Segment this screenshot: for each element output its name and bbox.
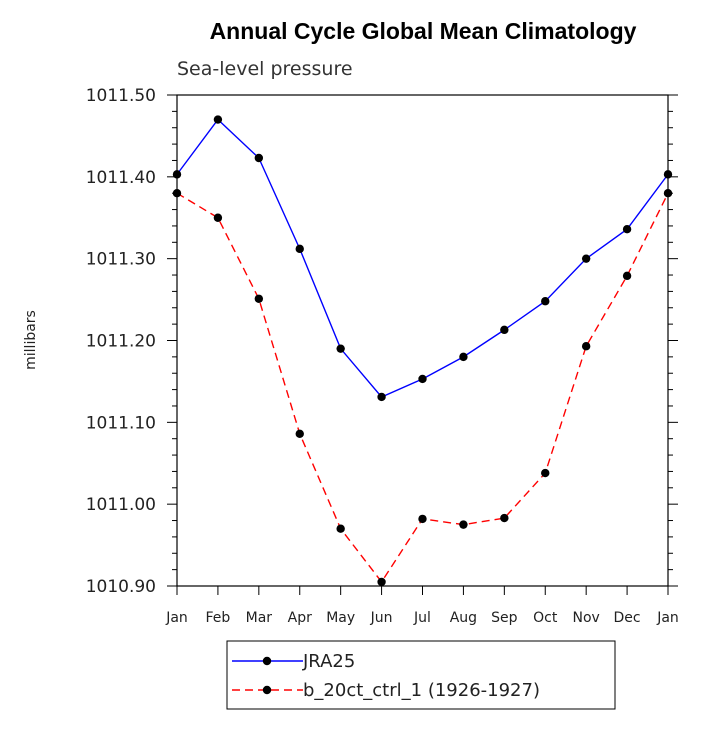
series-2 [172, 189, 673, 587]
x-tick-label: Sep [491, 610, 518, 626]
data-point [213, 213, 223, 222]
data-point [459, 352, 468, 362]
x-tick-label: Dec [614, 610, 641, 626]
legend-label: b_20ct_ctrl_1 (1926-1927) [303, 680, 540, 701]
data-point [336, 344, 345, 353]
data-point [459, 520, 468, 529]
data-point [541, 468, 550, 478]
y-tick-label: 1011.10 [86, 413, 156, 433]
y-tick-label: 1011.20 [86, 332, 156, 352]
ticks-layer: 1010.90 1011.00 1011.10 1011.20 1011.30 1011.… [86, 86, 679, 626]
data-point [581, 254, 591, 263]
data-point [622, 225, 632, 234]
data-point [213, 115, 223, 124]
x-tick-label: Feb [206, 610, 231, 626]
legend-box [226, 640, 616, 710]
data-point [295, 429, 304, 438]
legend: JRA25 b_20ct_ctrl_1 (1926-1927) [226, 640, 616, 710]
x-tick-label: Mar [246, 610, 273, 626]
series-line [176, 192, 669, 584]
x-tick-label: Oct [533, 610, 558, 626]
data-point [541, 297, 550, 306]
data-point [377, 577, 386, 587]
series-line [176, 118, 669, 398]
x-tick-label: Jul [413, 610, 431, 626]
data-point [172, 170, 182, 179]
data-point [500, 513, 509, 523]
legend-marker [262, 685, 272, 695]
plot-frame [176, 94, 669, 587]
data-point [172, 189, 182, 198]
x-tick-label: Jan [165, 610, 188, 626]
y-axis-label: millibars [23, 310, 39, 370]
x-tick-label: May [326, 610, 355, 626]
y-tick-label: 1011.00 [86, 495, 156, 515]
series-layer [172, 115, 673, 587]
data-point [336, 524, 345, 533]
y-tick-label: 1010.90 [86, 577, 156, 597]
data-point [581, 342, 591, 351]
chart-title: Annual Cycle Global Mean Climatology [210, 18, 637, 44]
data-point [377, 392, 386, 402]
x-tick-label: Nov [573, 610, 600, 626]
legend-label: JRA25 [302, 651, 355, 672]
data-point [254, 153, 264, 163]
x-tick-label: Jun [370, 610, 393, 626]
series-1 [172, 115, 673, 402]
data-point [295, 244, 304, 254]
data-point [500, 325, 509, 335]
x-tick-label: Jan [656, 610, 679, 626]
x-tick-label: Aug [450, 610, 477, 626]
y-tick-label: 1011.30 [86, 250, 156, 270]
data-point [622, 271, 632, 281]
data-point [254, 294, 264, 303]
y-tick-label: 1011.50 [86, 86, 156, 106]
data-point [418, 514, 427, 524]
y-tick-label: 1011.40 [86, 168, 156, 188]
data-point [663, 189, 673, 198]
x-tick-label: Apr [288, 610, 312, 626]
chart-subtitle: Sea-level pressure [177, 58, 353, 80]
data-point [663, 170, 673, 179]
data-point [418, 374, 427, 384]
legend-marker [262, 656, 272, 666]
